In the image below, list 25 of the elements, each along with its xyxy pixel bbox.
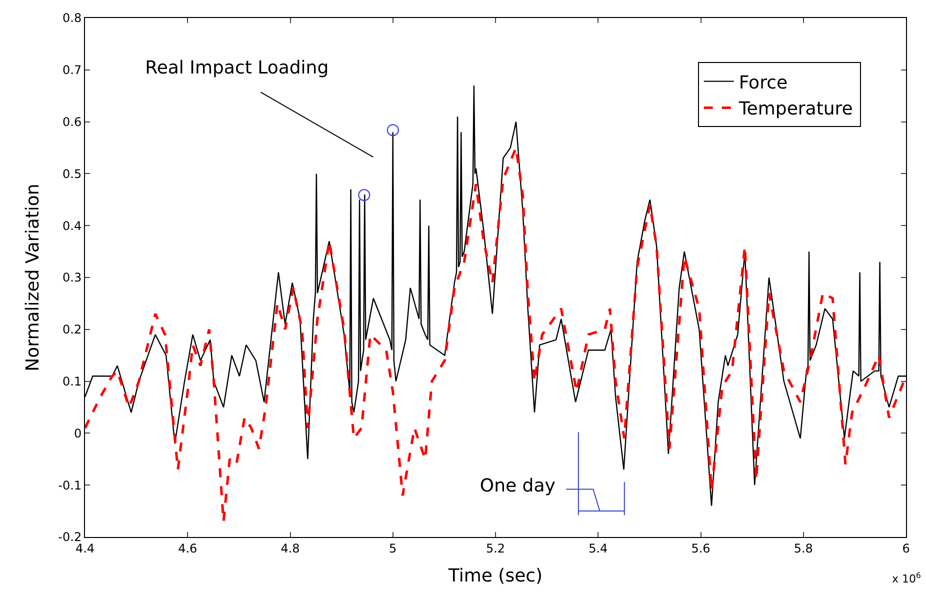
y-tick-label: 0.1 <box>62 374 82 388</box>
x-tick-label: 4.8 <box>280 541 300 556</box>
annotation: One day <box>480 476 556 497</box>
legend-label: Temperature <box>738 98 853 120</box>
y-tick-label: 0.4 <box>62 218 82 233</box>
y-tick-label: 0.7 <box>62 63 82 78</box>
x-tick-label: 5.4 <box>588 541 608 556</box>
x-tick-label: 5.8 <box>794 541 813 556</box>
x-tick-label: 6 <box>902 541 910 556</box>
annotation: Real Impact Loading <box>145 57 329 78</box>
x-tick-label: 4.6 <box>178 541 198 556</box>
x-tick-label: 5 <box>389 541 397 556</box>
y-tick-label: 0.6 <box>62 115 82 129</box>
y-tick-label: 0.2 <box>62 322 82 337</box>
y-tick-label: 0.3 <box>62 270 82 285</box>
y-axis-title: Normalized Variation <box>22 184 44 372</box>
y-tick-label: 0.8 <box>62 11 82 26</box>
y-tick-label: 0.5 <box>62 166 82 181</box>
y-tick-label: 0 <box>74 426 82 440</box>
text: x 10$^{6}$ <box>892 571 922 586</box>
legend-label: Force <box>738 72 788 94</box>
x-tick-label: 5.2 <box>486 541 506 556</box>
y-tick-label: -0.1 <box>58 478 82 492</box>
x-axis-title: Time (sec) <box>447 566 543 586</box>
x-tick-label: 5.6 <box>691 541 710 556</box>
